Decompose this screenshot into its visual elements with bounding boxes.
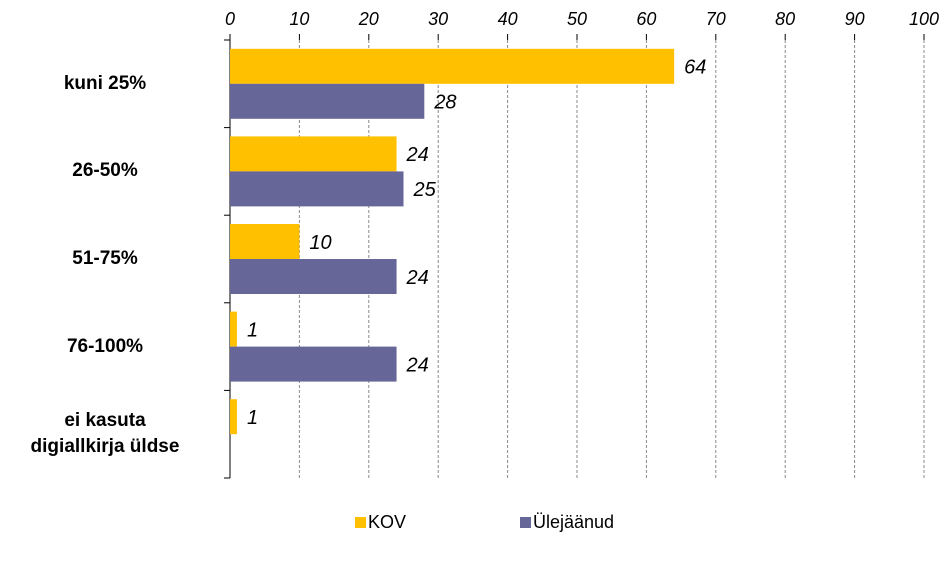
legend-label: KOV (368, 512, 406, 532)
bar (230, 83, 425, 119)
bar (230, 171, 404, 207)
data-label: 24 (406, 354, 429, 376)
legend-label: Ülejäänud (533, 512, 614, 532)
data-label: 24 (406, 267, 429, 289)
y-tick-label: ei kasuta digiallkirja üldse (30, 410, 180, 458)
legend-swatch (520, 517, 531, 528)
y-tick-label: 76-100% (66, 335, 144, 357)
data-label: 1 (247, 319, 258, 341)
data-label: 10 (309, 232, 331, 254)
y-tick-label: 51-75% (72, 248, 138, 269)
data-label: 28 (433, 92, 456, 114)
x-tick-label: 30 (428, 9, 448, 29)
x-tick-label: 60 (636, 9, 656, 29)
bar (230, 136, 397, 172)
bar (230, 259, 397, 294)
data-label: 25 (413, 179, 437, 201)
x-tick-label: 0 (225, 9, 235, 29)
data-label: 24 (406, 144, 429, 166)
y-tick-label: kuni 25% (63, 72, 147, 94)
x-tick-label: 100 (909, 9, 939, 29)
x-tick-label: 10 (289, 9, 309, 29)
x-tick-label: 70 (706, 9, 726, 29)
y-tick-label: 26-50% (72, 160, 138, 182)
data-label: 64 (684, 57, 706, 79)
x-tick-label: 40 (498, 9, 518, 29)
data-label: 1 (247, 407, 258, 429)
bar (230, 48, 675, 84)
bar (230, 224, 300, 259)
x-tick-label: 50 (567, 9, 587, 29)
bar (230, 311, 237, 347)
bar (230, 346, 397, 382)
bar (230, 399, 237, 435)
x-tick-label: 90 (845, 9, 865, 29)
x-tick-label: 20 (358, 9, 379, 29)
legend-swatch (355, 517, 366, 528)
x-tick-label: 80 (775, 9, 795, 29)
